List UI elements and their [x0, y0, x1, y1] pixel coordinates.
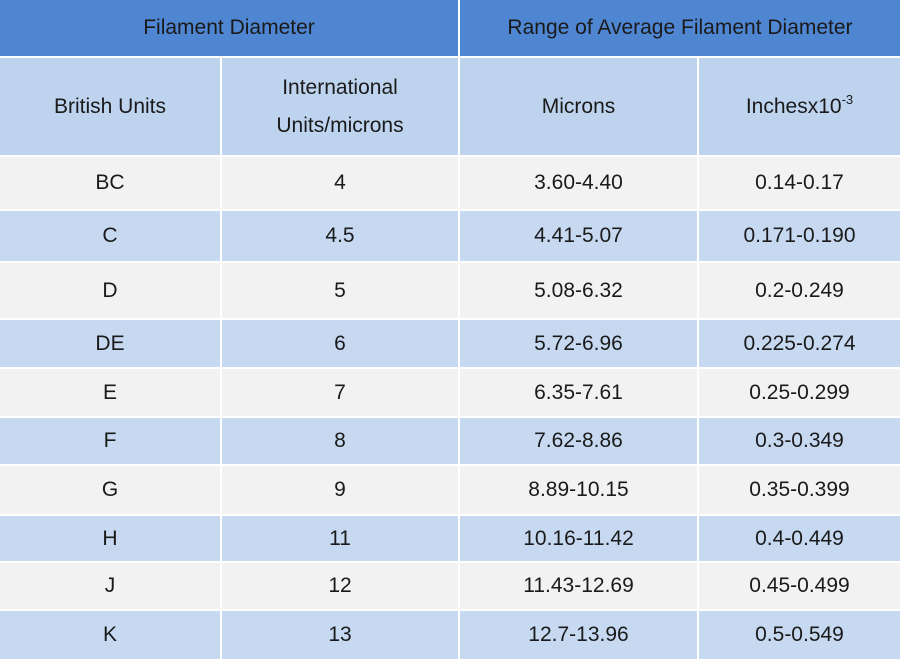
table-cell: 12 [222, 563, 458, 609]
column-header: Inchesx10-3 [699, 58, 900, 155]
column-header: Microns [460, 58, 697, 155]
cell-text: 0.14-0.17 [755, 171, 844, 195]
table-cell: 3.60-4.40 [460, 157, 697, 209]
table-cell: E [0, 369, 220, 416]
group-header-text: Filament Diameter [143, 16, 315, 40]
cell-text: 0.35-0.399 [749, 478, 850, 502]
header-text: British Units [53, 94, 167, 118]
column-header: British Units [0, 58, 220, 155]
group-header: Filament Diameter [0, 0, 458, 56]
cell-text: 3.60-4.40 [534, 171, 623, 195]
cell-text: 6 [334, 331, 346, 355]
cell-text: J [104, 574, 116, 598]
cell-text: 4.5 [325, 224, 355, 248]
table-cell: C [0, 211, 220, 261]
cell-text: 0.4-0.449 [755, 526, 844, 550]
cell-text: K [102, 623, 117, 647]
table-cell: 0.5-0.549 [699, 611, 900, 659]
cell-text: F [103, 429, 117, 453]
header-text-main: Inchesx10 [745, 94, 842, 118]
cell-text: 7 [334, 380, 346, 404]
table-cell: 0.4-0.449 [699, 516, 900, 561]
cell-text: 9 [334, 478, 346, 502]
table-cell: G [0, 466, 220, 514]
table-cell: 8 [222, 418, 458, 464]
cell-text: 5.08-6.32 [534, 278, 623, 302]
table-cell: 0.45-0.499 [699, 563, 900, 609]
table-cell: 11 [222, 516, 458, 561]
table-cell: 6.35-7.61 [460, 369, 697, 416]
cell-text: D [102, 278, 118, 302]
table-cell: 11.43-12.69 [460, 563, 697, 609]
table-cell: 0.2-0.249 [699, 263, 900, 318]
cell-text: 12.7-13.96 [528, 623, 629, 647]
table-cell: K [0, 611, 220, 659]
table-cell: 12.7-13.96 [460, 611, 697, 659]
cell-text: 10.16-11.42 [523, 526, 634, 550]
cell-text: 4.41-5.07 [534, 224, 623, 248]
table-cell: 7.62-8.86 [460, 418, 697, 464]
group-header: Range of Average Filament Diameter [460, 0, 900, 56]
cell-text: 0.5-0.549 [755, 623, 844, 647]
cell-text: 0.3-0.349 [755, 429, 844, 453]
table-cell: 0.35-0.399 [699, 466, 900, 514]
table-cell: 0.171-0.190 [699, 211, 900, 261]
cell-text: 8 [334, 429, 346, 453]
cell-text: E [102, 380, 117, 404]
table-cell: DE [0, 320, 220, 367]
table-cell: BC [0, 157, 220, 209]
cell-text: 13 [328, 623, 352, 647]
table-cell: 8.89-10.15 [460, 466, 697, 514]
table-cell: D [0, 263, 220, 318]
header-text: International Units/microns [276, 75, 404, 137]
header-superscript: -3 [841, 91, 854, 107]
table-cell: 9 [222, 466, 458, 514]
table-cell: 4 [222, 157, 458, 209]
table-cell: 5.72-6.96 [460, 320, 697, 367]
header-text: Inchesx10-3 [746, 88, 853, 126]
cell-text: 11 [329, 526, 351, 550]
table-cell: 0.14-0.17 [699, 157, 900, 209]
table-cell: 0.3-0.349 [699, 418, 900, 464]
cell-text: 11.43-12.69 [523, 574, 634, 598]
cell-text: 7.62-8.86 [534, 429, 623, 453]
column-header: International Units/microns [222, 58, 458, 155]
table-cell: 5 [222, 263, 458, 318]
cell-text: 6.35-7.61 [534, 380, 623, 404]
table-cell: H [0, 516, 220, 561]
cell-text: 0.225-0.274 [743, 331, 856, 355]
cell-text: G [101, 478, 119, 502]
cell-text: 4 [334, 171, 346, 195]
table-cell: 4.41-5.07 [460, 211, 697, 261]
cell-text: 8.89-10.15 [528, 478, 629, 502]
table-cell: 5.08-6.32 [460, 263, 697, 318]
table-cell: 7 [222, 369, 458, 416]
cell-text: 0.171-0.190 [743, 224, 856, 248]
cell-text: 0.45-0.499 [749, 574, 850, 598]
cell-text: C [102, 224, 118, 248]
table-cell: 0.225-0.274 [699, 320, 900, 367]
table-cell: 6 [222, 320, 458, 367]
cell-text: H [102, 526, 118, 550]
cell-text: BC [95, 171, 125, 195]
cell-text: 5 [334, 278, 346, 302]
table-cell: 10.16-11.42 [460, 516, 697, 561]
table-cell: 4.5 [222, 211, 458, 261]
cell-text: 0.25-0.299 [749, 380, 850, 404]
header-text: Microns [541, 94, 616, 118]
cell-text: 0.2-0.249 [755, 278, 844, 302]
table-cell: 0.25-0.299 [699, 369, 900, 416]
table-cell: J [0, 563, 220, 609]
table-cell: 13 [222, 611, 458, 659]
cell-text: 5.72-6.96 [534, 331, 623, 355]
group-header-text: Range of Average Filament Diameter [507, 16, 853, 40]
cell-text: DE [95, 331, 125, 355]
cell-text: 12 [328, 574, 352, 598]
table-cell: F [0, 418, 220, 464]
